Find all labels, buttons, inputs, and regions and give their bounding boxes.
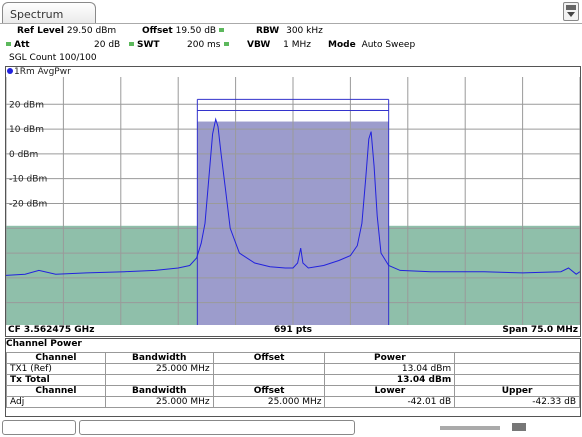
table-row: Tx Total 13.04 dBm [6,374,580,386]
table-cell-empty [212,374,326,386]
att-value: 20 dB [94,40,121,50]
spectrum-trace-line [6,117,580,276]
tab-spectrum-label: Spectrum [10,8,64,21]
table-cell: 25.000 MHz [104,363,214,375]
rbw-param: RBW 300 kHz [256,26,323,36]
progress-bar [440,426,500,430]
y-tick-label: 0 dBm [9,150,38,160]
table-header: Offset [212,385,326,397]
table-cell: Adj [6,396,106,408]
ref-level-param: Ref Level 29.50 dBm [17,26,117,36]
table-row: TX1 (Ref) 25.000 MHz 13.04 dBm [6,363,580,375]
trace-label: 1Rm AvgPwr [7,67,71,77]
table-header: Channel [6,385,106,397]
table-header-row: Channel Bandwidth Offset Power [6,352,580,364]
table-header: Lower [324,385,456,397]
table-header: Bandwidth [104,352,214,364]
status-bar [0,418,582,437]
y-tick-label: -10 dBm [9,175,47,185]
sgl-count: SGL Count 100/100 [9,53,97,63]
sweep-points: 691 pts [274,325,313,335]
table-row: Adj 25.000 MHz 25.000 MHz -42.01 dB -42.… [6,396,580,408]
table-cell-empty [454,363,580,375]
table-cell-empty [104,374,214,386]
offset-param: Offset 19.50 dB [142,26,227,36]
vbw-param: VBW 1 MHz [247,40,311,50]
status-message-field[interactable] [79,420,355,435]
trace-indicator-icon [7,68,13,74]
table-header: Channel [6,352,106,364]
center-frequency: CF 3.562475 GHz [8,325,95,335]
table-cell [212,363,326,375]
table-cell: TX1 (Ref) [6,363,106,375]
y-tick-label: -20 dBm [9,199,47,209]
adjacent-channel-bar [388,225,580,325]
table-cell: -42.01 dB [324,396,456,408]
window-menu-icon[interactable] [563,2,579,21]
spectrum-plot[interactable]: 20 dBm 10 dBm 0 dBm -10 dBm -20 dBm 1Rm AvgP… [5,66,581,337]
att-param: Att [6,40,30,50]
table-header: Bandwidth [104,385,214,397]
table-cell: 25.000 MHz [212,396,326,408]
status-icon [512,423,526,431]
y-tick-label: 10 dBm [9,125,44,135]
channel-power-table: Channel Power Channel Bandwidth Offset P… [5,338,581,417]
table-header-row: Channel Bandwidth Offset Lower Upper [6,385,580,397]
span: Span 75.0 MHz [502,325,578,335]
table-cell: 25.000 MHz [104,396,214,408]
spectrum-chart: 20 dBm 10 dBm 0 dBm -10 dBm -20 dBm [6,77,580,325]
status-field-left[interactable] [2,420,76,435]
adjacent-channel-bar [6,225,198,325]
tab-spectrum[interactable]: Spectrum [2,2,96,24]
measurement-parameters: Ref Level 29.50 dBm Offset 19.50 dB RBW … [0,23,582,64]
table-cell: -42.33 dB [454,396,580,408]
table-cell: 13.04 dBm [324,374,456,386]
table-header: Offset [212,352,326,364]
plot-footer: CF 3.562475 GHz 691 pts Span 75.0 MHz [5,324,581,337]
swt-value: 200 ms [187,40,232,50]
mode-param: Mode Auto Sweep [328,40,416,50]
table-cell: Tx Total [6,374,106,386]
table-cell-empty [454,374,580,386]
table-header: Upper [454,385,580,397]
y-tick-label: 20 dBm [9,100,44,110]
swt-param: SWT [126,40,160,50]
table-title: Channel Power [6,339,82,349]
table-header-empty [454,352,580,364]
table-cell: 13.04 dBm [324,363,456,375]
table-header: Power [324,352,456,364]
